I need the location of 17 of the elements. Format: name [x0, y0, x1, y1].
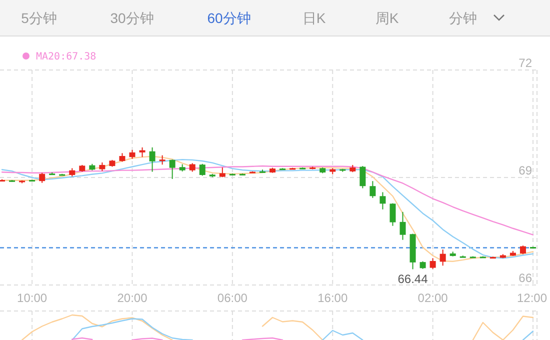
- y-tick-label: 66: [518, 271, 532, 285]
- x-tick-label: 20:00: [117, 291, 148, 305]
- annotation: 66.44: [398, 272, 428, 286]
- y-tick-label: 72: [518, 56, 532, 70]
- text: 60分钟: [207, 10, 251, 26]
- x-tick-label: 02:00: [418, 291, 448, 305]
- text: 周K: [375, 10, 400, 26]
- text: 5分钟: [21, 10, 57, 26]
- text: 日K: [302, 10, 326, 26]
- x-tick-label: 10:00: [17, 291, 48, 305]
- x-tick-label: 06:00: [217, 291, 248, 305]
- text: 分钟: [449, 10, 477, 26]
- x-tick-label: 16:00: [318, 291, 348, 305]
- text: 30分钟: [110, 10, 154, 26]
- legend-label: MA20:67.38: [36, 52, 96, 62]
- x-tick-label: 12:00: [516, 291, 548, 305]
- y-tick-label: 69: [518, 164, 532, 178]
